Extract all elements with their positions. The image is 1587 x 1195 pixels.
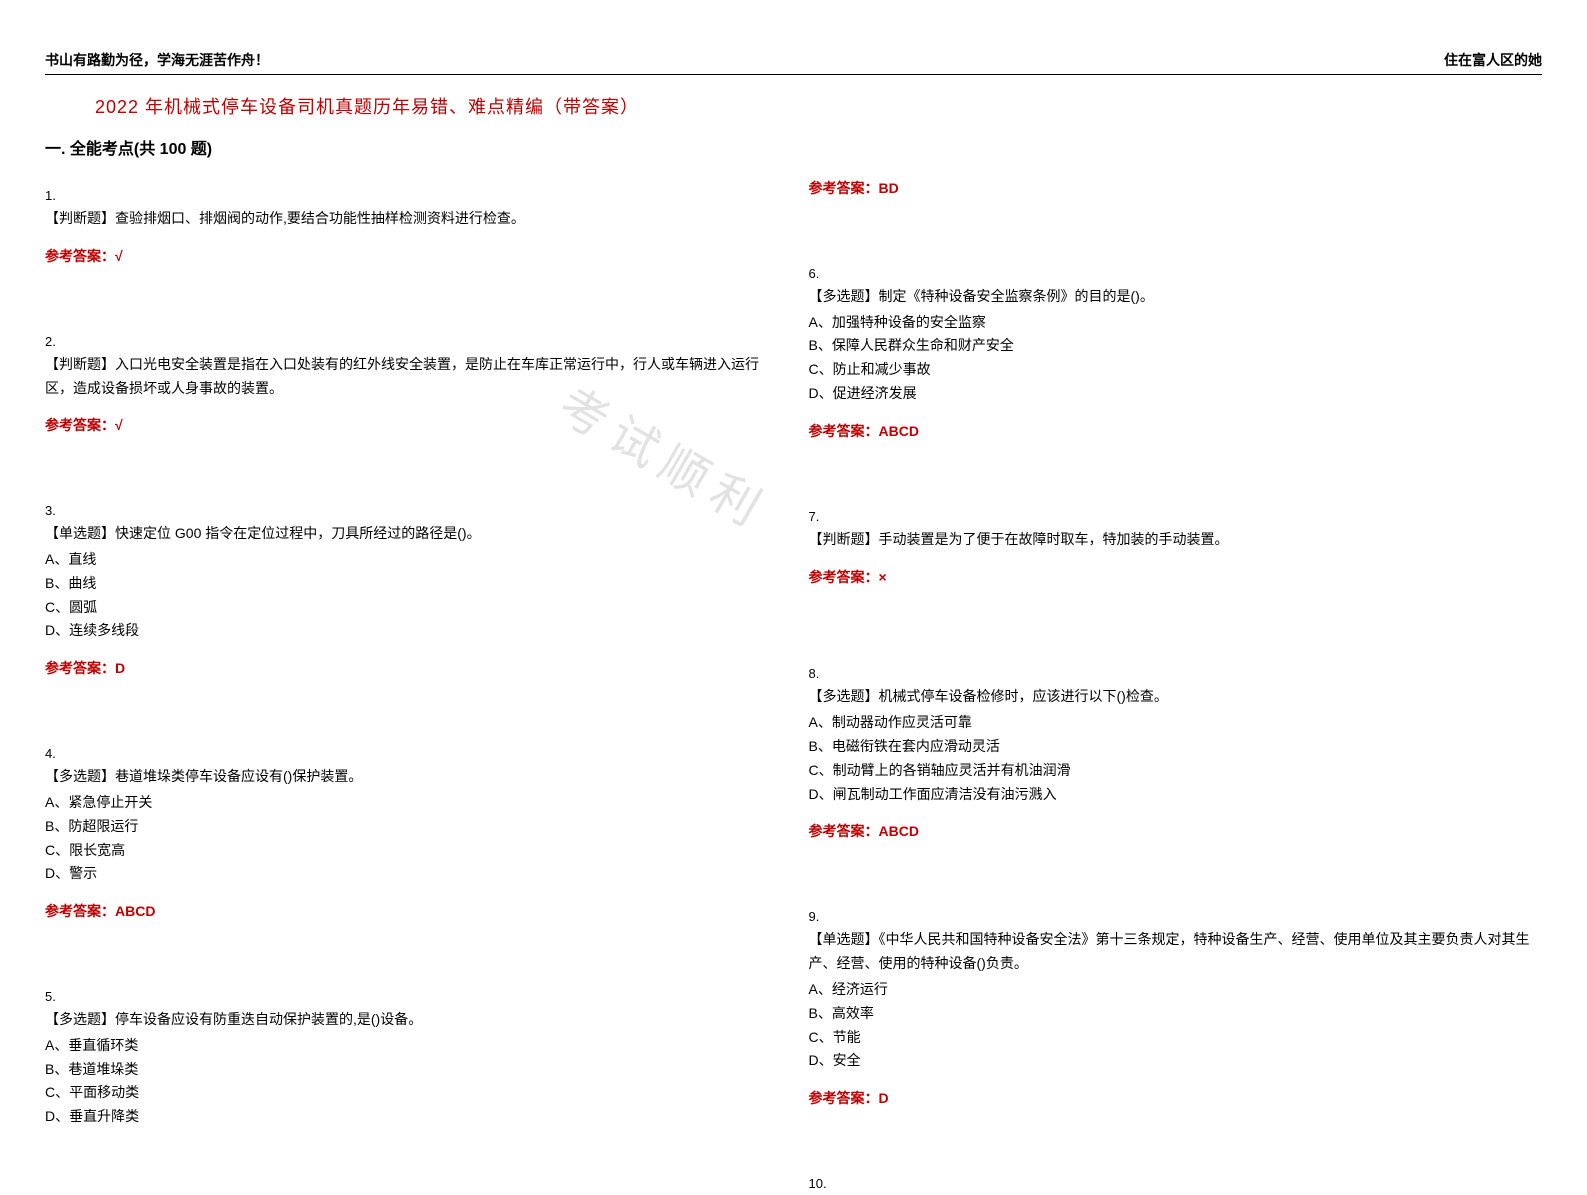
question-number: 7. [809, 506, 1543, 528]
option: C、制动臂上的各销轴应灵活并有机油润滑 [809, 759, 1543, 783]
question-text: 【多选题】停车设备应设有防重迭自动保护装置的,是()设备。 [45, 1008, 779, 1032]
question-text: 【单选题】快速定位 G00 指令在定位过程中，刀具所经过的路径是()。 [45, 522, 779, 546]
option: A、经济运行 [809, 978, 1543, 1002]
question-text: 【多选题】机械式停车设备检修时，应该进行以下()检查。 [809, 685, 1543, 709]
question-number: 10. [809, 1173, 1543, 1195]
answer: 参考答案：× [809, 566, 1543, 590]
question-text: 【多选题】巷道堆垛类停车设备应设有()保护装置。 [45, 765, 779, 789]
option: C、防止和减少事故 [809, 358, 1543, 382]
answer-label: 参考答案： [45, 660, 115, 676]
answer: 参考答案：D [45, 657, 779, 681]
answer: 参考答案：ABCD [809, 420, 1543, 444]
question-text: 【单选题】《中华人民共和国特种设备安全法》第十三条规定，特种设备生产、经营、使用… [809, 928, 1543, 976]
option: D、安全 [809, 1049, 1543, 1073]
question-number: 3. [45, 500, 779, 522]
option: A、直线 [45, 548, 779, 572]
answer-label: 参考答案： [809, 180, 879, 196]
option: D、垂直升降类 [45, 1105, 779, 1129]
answer: 参考答案：√ [45, 414, 779, 438]
question-text: 【多选题】制定《特种设备安全监察条例》的目的是()。 [809, 285, 1543, 309]
header-right: 住在富人区的她 [1444, 50, 1542, 70]
option: C、圆弧 [45, 596, 779, 620]
question-text: 【判断题】手动装置是为了便于在故障时取车，特加装的手动装置。 [809, 528, 1543, 552]
question-text: 【判断题】入口光电安全装置是指在入口处装有的红外线安全装置，是防止在车库正常运行… [45, 353, 779, 401]
option: C、平面移动类 [45, 1081, 779, 1105]
option: A、制动器动作应灵活可靠 [809, 711, 1543, 735]
question-number: 2. [45, 331, 779, 353]
option: D、连续多线段 [45, 619, 779, 643]
answer: 参考答案：√ [45, 245, 779, 269]
page-header: 书山有路勤为径，学海无涯苦作舟！ 住在富人区的她 [45, 50, 1542, 75]
option: A、紧急停止开关 [45, 791, 779, 815]
right-column: 参考答案：BD 6. 【多选题】制定《特种设备安全监察条例》的目的是()。 A、… [809, 177, 1543, 1195]
answer-value: ABCD [115, 903, 155, 919]
option: A、加强特种设备的安全监察 [809, 311, 1543, 335]
two-column-layout: 1. 【判断题】查验排烟口、排烟阀的动作,要结合功能性抽样检测资料进行检查。 参… [45, 177, 1542, 1195]
answer-label: 参考答案： [809, 1090, 879, 1106]
answer-value: √ [115, 417, 123, 433]
option: C、节能 [809, 1026, 1543, 1050]
answer-label: 参考答案： [809, 423, 879, 439]
answer-value: ABCD [879, 823, 919, 839]
document-title: 2022 年机械式停车设备司机真题历年易错、难点精编（带答案） [95, 93, 1542, 119]
answer-value: × [879, 569, 887, 585]
question-number: 4. [45, 743, 779, 765]
answer: 参考答案：BD [809, 177, 1543, 201]
option: B、电磁衔铁在套内应滑动灵活 [809, 735, 1543, 759]
answer-label: 参考答案： [45, 903, 115, 919]
option: B、巷道堆垛类 [45, 1058, 779, 1082]
answer: 参考答案：ABCD [45, 900, 779, 924]
question-text: 【判断题】查验排烟口、排烟阀的动作,要结合功能性抽样检测资料进行检查。 [45, 207, 779, 231]
answer-value: D [115, 660, 125, 676]
question-number: 8. [809, 663, 1543, 685]
answer-value: √ [115, 248, 123, 264]
option: C、限长宽高 [45, 839, 779, 863]
answer-label: 参考答案： [45, 417, 115, 433]
option: B、防超限运行 [45, 815, 779, 839]
answer-label: 参考答案： [809, 569, 879, 585]
option: D、促进经济发展 [809, 382, 1543, 406]
option: D、闸瓦制动工作面应清洁没有油污溅入 [809, 783, 1543, 807]
option: D、警示 [45, 862, 779, 886]
option: B、曲线 [45, 572, 779, 596]
answer: 参考答案：ABCD [809, 820, 1543, 844]
option: B、高效率 [809, 1002, 1543, 1026]
answer-label: 参考答案： [45, 248, 115, 264]
answer-value: BD [879, 180, 899, 196]
section-header: 一. 全能考点(共 100 题) [45, 135, 1542, 159]
answer: 参考答案：D [809, 1087, 1543, 1111]
question-number: 9. [809, 906, 1543, 928]
option: B、保障人民群众生命和财产安全 [809, 334, 1543, 358]
question-number: 1. [45, 185, 779, 207]
option: A、垂直循环类 [45, 1034, 779, 1058]
page-content: 书山有路勤为径，学海无涯苦作舟！ 住在富人区的她 2022 年机械式停车设备司机… [45, 50, 1542, 1195]
question-number: 6. [809, 263, 1543, 285]
answer-value: D [879, 1090, 889, 1106]
question-number: 5. [45, 986, 779, 1008]
left-column: 1. 【判断题】查验排烟口、排烟阀的动作,要结合功能性抽样检测资料进行检查。 参… [45, 177, 779, 1195]
header-left: 书山有路勤为径，学海无涯苦作舟！ [45, 50, 269, 70]
answer-value: ABCD [879, 423, 919, 439]
answer-label: 参考答案： [809, 823, 879, 839]
